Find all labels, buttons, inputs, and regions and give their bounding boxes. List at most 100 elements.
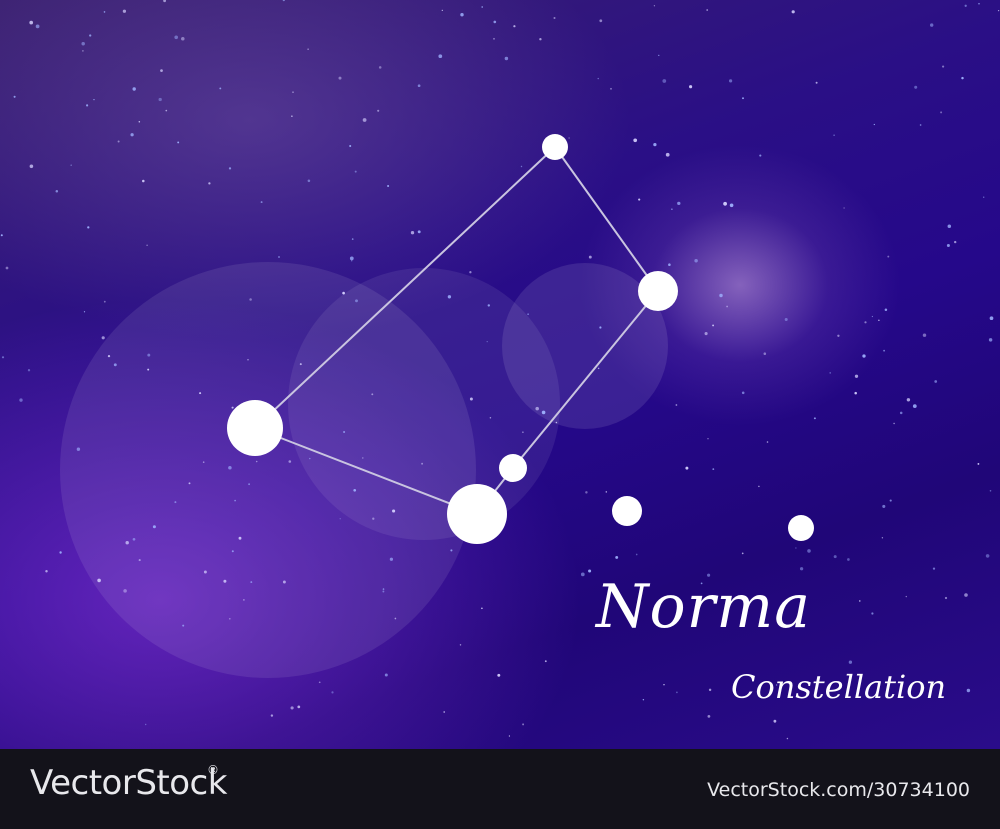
background-star: [893, 422, 895, 425]
background-star: [29, 20, 34, 25]
background-star: [343, 430, 346, 434]
background-star: [447, 295, 452, 299]
background-star: [712, 468, 715, 471]
background-star: [132, 537, 136, 541]
background-star: [174, 35, 179, 40]
background-star: [231, 550, 234, 553]
background-star: [394, 617, 397, 620]
background-star: [642, 698, 645, 701]
background-star: [786, 737, 789, 740]
bokeh-circle-small: [502, 263, 668, 429]
background-star: [146, 244, 148, 246]
background-star: [871, 315, 874, 318]
background-star: [677, 201, 681, 206]
background-star: [174, 501, 177, 504]
background-star: [883, 349, 886, 352]
constellation-line: [254, 427, 478, 515]
background-star: [208, 182, 211, 185]
background-star: [1, 356, 5, 359]
background-star: [0, 234, 3, 237]
background-star: [766, 441, 769, 443]
background-star: [522, 723, 525, 726]
background-star: [922, 333, 927, 337]
background-star: [833, 134, 835, 137]
background-star: [188, 482, 191, 485]
background-star: [249, 298, 252, 301]
background-star: [847, 558, 850, 561]
background-star: [555, 421, 558, 424]
background-star: [676, 691, 678, 694]
background-star: [101, 336, 105, 340]
background-star: [854, 374, 859, 378]
background-star: [384, 673, 388, 677]
constellation-line: [512, 290, 659, 469]
background-star: [270, 714, 274, 717]
background-star: [610, 87, 612, 90]
background-star: [723, 201, 727, 206]
background-star: [704, 332, 708, 336]
background-star: [117, 140, 120, 143]
background-star: [443, 711, 446, 713]
background-star: [353, 488, 357, 492]
background-star: [421, 462, 424, 465]
background-star: [712, 324, 715, 327]
background-star: [147, 368, 150, 371]
background-star: [795, 547, 797, 549]
background-star: [726, 305, 728, 308]
background-star: [784, 317, 788, 322]
constellation-subtitle: Constellation: [731, 668, 947, 706]
background-star: [228, 466, 232, 470]
background-star: [728, 79, 733, 83]
background-star: [163, 0, 167, 3]
background-star: [653, 142, 657, 147]
background-star: [520, 165, 523, 168]
background-star: [944, 596, 948, 600]
background-star: [932, 567, 936, 570]
background-star: [791, 10, 795, 14]
background-star: [742, 97, 744, 100]
background-star: [307, 179, 311, 183]
background-star: [351, 238, 354, 240]
background-star: [292, 91, 294, 93]
background-star: [813, 417, 816, 420]
background-star: [203, 570, 207, 574]
background-star: [19, 398, 23, 402]
background-star: [290, 706, 294, 710]
background-star: [144, 723, 147, 726]
background-star: [103, 11, 106, 13]
background-star: [707, 438, 709, 440]
star: [447, 484, 507, 544]
background-star: [417, 84, 421, 88]
background-star: [635, 553, 638, 556]
background-star: [930, 23, 934, 27]
background-star: [309, 457, 311, 460]
background-star: [35, 24, 40, 29]
background-star: [250, 581, 253, 584]
background-star: [899, 411, 903, 415]
background-star: [177, 141, 180, 144]
background-star: [671, 208, 673, 211]
background-star: [27, 369, 31, 372]
background-star: [878, 319, 880, 321]
background-star: [219, 87, 222, 90]
background-star: [588, 569, 592, 573]
background-star: [410, 231, 415, 235]
background-star: [349, 144, 352, 148]
background-star: [848, 660, 853, 664]
background-star: [371, 393, 374, 396]
background-star: [508, 735, 511, 737]
background-star: [665, 152, 670, 157]
background-star: [954, 240, 957, 244]
background-star: [299, 363, 302, 366]
background-star: [93, 98, 95, 101]
star: [638, 271, 678, 311]
background-star: [331, 691, 334, 694]
brand-logo: VectorStock: [30, 763, 227, 803]
star: [612, 496, 642, 526]
background-star: [82, 50, 84, 52]
background-star: [527, 313, 529, 315]
background-star: [45, 570, 48, 573]
background-star: [182, 624, 185, 627]
background-star: [13, 95, 16, 98]
